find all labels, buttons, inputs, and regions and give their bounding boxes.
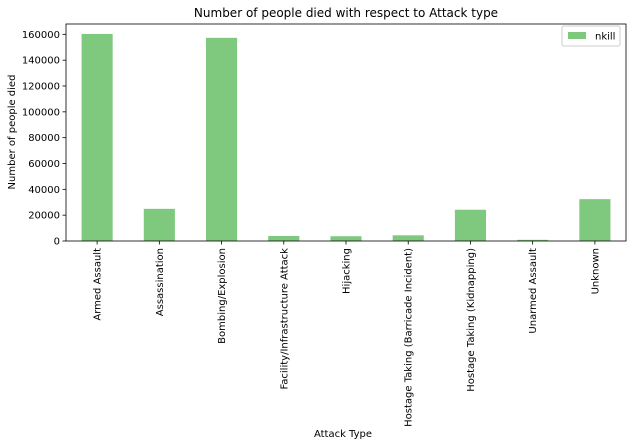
x-tick-label: Armed Assault (93, 248, 104, 321)
bar (206, 37, 238, 242)
x-tick-label: Facility/Infrastructure Attack (279, 248, 290, 390)
bar (392, 235, 424, 241)
x-tick-label: Assassination (155, 248, 166, 316)
y-tick-label: 100000 (22, 107, 60, 118)
bar (330, 236, 362, 241)
y-tick-label: 160000 (22, 30, 60, 41)
bar (517, 239, 549, 241)
y-tick-label: 60000 (28, 159, 60, 170)
plot-area: 0 20000 40000 60000 80000 100000 120000 140000 1… (22, 23, 627, 427)
legend-box (561, 25, 621, 47)
y-tick-label: 120000 (22, 82, 60, 93)
x-tick-label: Hostage Taking (Kidnapping) (466, 248, 477, 392)
x-tick-label: Hijacking (342, 248, 353, 294)
bar (454, 209, 486, 241)
y-axis-label: Number of people died (7, 75, 18, 190)
legend-swatch (568, 32, 586, 39)
chart-title: Number of people died with respect to At… (194, 6, 498, 20)
bar (579, 199, 611, 241)
x-tick-label: Unknown (590, 248, 601, 294)
legend-label: nkill (595, 32, 615, 43)
bar (143, 208, 175, 241)
legend: nkill (561, 25, 621, 47)
y-tick-label: 80000 (28, 133, 60, 144)
y-tick-label: 20000 (28, 211, 60, 222)
x-axis-label: Attack Type (314, 429, 372, 440)
bar (81, 33, 113, 242)
x-tick-label: Hostage Taking (Barricade Incident) (404, 248, 415, 427)
plot-frame (65, 23, 627, 242)
y-tick-label: 0 (54, 237, 60, 248)
bar (268, 235, 300, 241)
y-tick-label: 140000 (22, 56, 60, 67)
x-tick-label: Bombing/Explosion (217, 248, 228, 344)
y-tick-label: 40000 (28, 185, 60, 196)
x-tick-label: Unarmed Assault (528, 248, 539, 334)
